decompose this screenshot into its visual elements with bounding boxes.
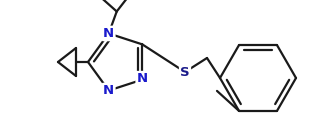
Text: N: N [103,27,114,40]
Text: S: S [180,66,190,79]
Text: N: N [103,84,114,97]
Text: N: N [137,72,148,85]
